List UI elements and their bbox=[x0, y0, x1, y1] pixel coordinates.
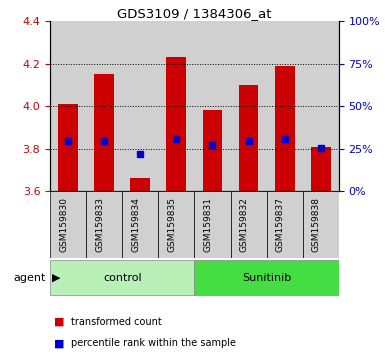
Bar bbox=[50, 21, 86, 191]
Bar bbox=[311, 147, 331, 191]
Bar bbox=[86, 21, 122, 191]
Bar bbox=[131, 178, 150, 191]
Text: GSM159835: GSM159835 bbox=[167, 197, 176, 252]
Text: Sunitinib: Sunitinib bbox=[242, 273, 291, 283]
Text: GSM159834: GSM159834 bbox=[131, 197, 140, 252]
Text: GSM159830: GSM159830 bbox=[59, 197, 68, 252]
Bar bbox=[231, 21, 266, 191]
Bar bbox=[158, 191, 194, 258]
Text: ▶: ▶ bbox=[52, 273, 60, 283]
Bar bbox=[122, 21, 158, 191]
Bar bbox=[94, 74, 114, 191]
Bar bbox=[266, 21, 303, 191]
Bar bbox=[158, 21, 194, 191]
Bar bbox=[194, 261, 339, 295]
Bar bbox=[166, 57, 186, 191]
Bar bbox=[50, 261, 194, 295]
Text: agent: agent bbox=[14, 273, 46, 283]
Bar bbox=[50, 191, 86, 258]
Text: GSM159838: GSM159838 bbox=[312, 197, 321, 252]
Bar bbox=[266, 191, 303, 258]
Text: ■: ■ bbox=[54, 338, 64, 348]
Text: GSM159831: GSM159831 bbox=[203, 197, 213, 252]
Bar bbox=[275, 66, 295, 191]
Bar bbox=[303, 191, 339, 258]
Bar bbox=[203, 110, 223, 191]
Text: control: control bbox=[103, 273, 142, 283]
Text: GSM159837: GSM159837 bbox=[276, 197, 285, 252]
Bar bbox=[231, 191, 266, 258]
Bar bbox=[239, 85, 258, 191]
Text: GSM159833: GSM159833 bbox=[95, 197, 104, 252]
Bar bbox=[303, 21, 339, 191]
Text: percentile rank within the sample: percentile rank within the sample bbox=[71, 338, 236, 348]
Title: GDS3109 / 1384306_at: GDS3109 / 1384306_at bbox=[117, 7, 272, 20]
Bar bbox=[122, 191, 158, 258]
Text: ■: ■ bbox=[54, 317, 64, 327]
Text: transformed count: transformed count bbox=[71, 317, 162, 327]
Bar bbox=[58, 104, 78, 191]
Bar bbox=[194, 21, 231, 191]
Text: GSM159832: GSM159832 bbox=[239, 197, 249, 252]
Bar bbox=[194, 191, 231, 258]
Bar bbox=[86, 191, 122, 258]
